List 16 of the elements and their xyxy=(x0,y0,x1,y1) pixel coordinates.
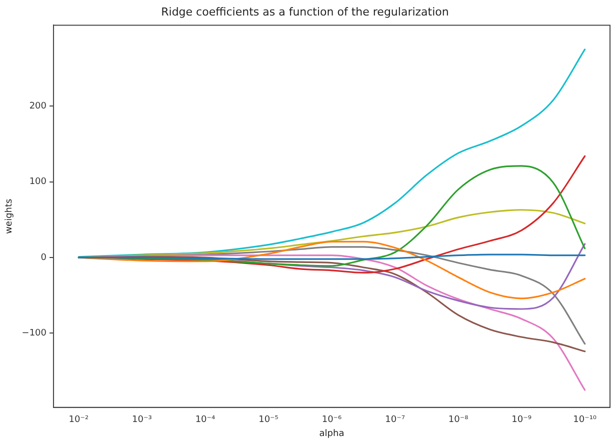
x-tick-label: 10⁻⁵ xyxy=(258,415,279,426)
x-axis-title: alpha xyxy=(319,428,344,439)
x-tick-label: 10⁻⁸ xyxy=(448,415,469,426)
x-tick-label: 10⁻¹⁰ xyxy=(573,415,597,426)
y-tick-label: −100 xyxy=(22,328,47,339)
chart-title: Ridge coefficients as a function of the regularization xyxy=(161,5,449,18)
x-tick-label: 10⁻⁴ xyxy=(195,415,216,426)
x-tick-label: 10⁻⁷ xyxy=(385,415,406,426)
y-tick-label: 100 xyxy=(29,177,47,188)
x-tick-label: 10⁻³ xyxy=(132,415,152,426)
y-axis-title: weights xyxy=(4,198,15,234)
x-tick-label: 10⁻⁹ xyxy=(512,415,532,426)
x-tick-label: 10⁻² xyxy=(68,415,89,426)
y-tick-label: 200 xyxy=(29,102,47,112)
x-tick-label: 10⁻⁶ xyxy=(322,415,342,426)
y-tick-label: 0 xyxy=(40,252,47,263)
